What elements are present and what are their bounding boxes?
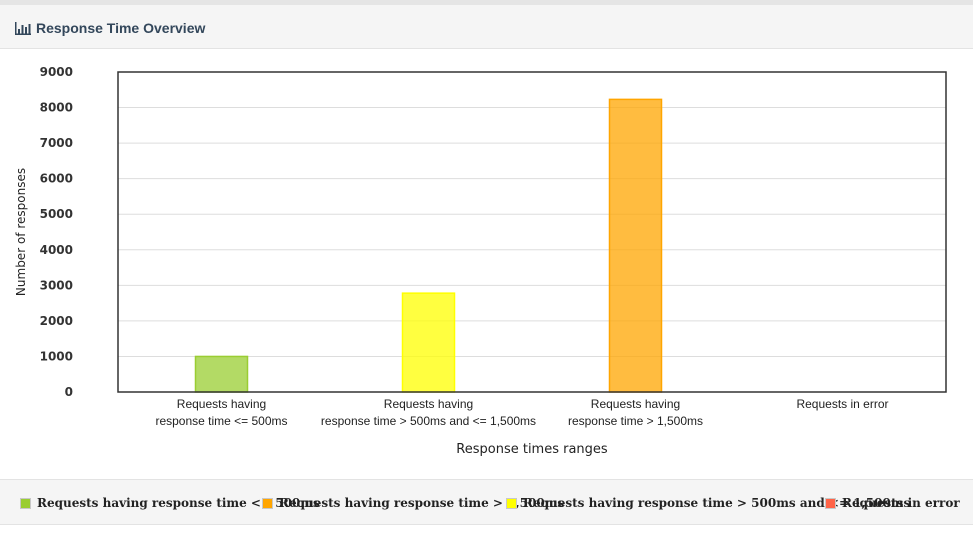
- x-tick-label: Requests having: [177, 397, 266, 411]
- y-tick-label: 0: [65, 385, 73, 399]
- legend-item[interactable]: Requests having response time > 500ms an…: [506, 495, 910, 511]
- legend-label: Requests having response time <= 500ms: [37, 496, 320, 510]
- legend-swatch: [20, 497, 31, 509]
- x-tick-label: Requests in error: [796, 397, 888, 411]
- legend-swatch: [825, 497, 836, 509]
- bar[interactable]: [608, 98, 663, 393]
- legend-item[interactable]: Requests having response time > 1,500ms: [262, 495, 564, 511]
- y-tick-label: 5000: [40, 207, 73, 221]
- y-axis-label: Number of responses: [14, 168, 28, 296]
- legend-label: Requests in error: [842, 496, 960, 510]
- y-tick-label: 8000: [40, 101, 73, 115]
- x-tick-label: Requests having: [591, 397, 680, 411]
- y-tick-label: 9000: [40, 65, 73, 79]
- plot-frame: [117, 71, 947, 393]
- legend-item[interactable]: Requests in error: [825, 495, 960, 511]
- legend-label: Requests having response time > 1,500ms: [279, 496, 565, 510]
- response-time-chart: 0 1000 2000 3000 4000 5000 6000 7000 8000 9000 Re…: [14, 65, 947, 457]
- chart-area: 0 1000 2000 3000 4000 5000 6000 7000 8000 9000 Re…: [0, 50, 973, 478]
- y-tick-label: 2000: [40, 314, 73, 328]
- x-tick-label: response time <= 500ms: [155, 414, 287, 428]
- bar[interactable]: [194, 355, 249, 393]
- legend-swatch: [506, 497, 517, 509]
- y-tick-label: 1000: [40, 349, 73, 363]
- legend-swatch: [262, 497, 273, 509]
- y-tick-label: 3000: [40, 278, 73, 292]
- legend-item[interactable]: Requests having response time <= 500ms: [20, 495, 320, 511]
- x-tick-label: response time > 500ms and <= 1,500ms: [321, 414, 536, 428]
- y-tick-label: 6000: [40, 172, 73, 186]
- x-axis-label: Response times ranges: [456, 442, 608, 457]
- legend: Requests having response time <= 500ms R…: [0, 479, 973, 525]
- y-tick-label: 4000: [40, 243, 73, 257]
- bar[interactable]: [401, 292, 456, 393]
- x-tick-label: Requests having: [384, 397, 473, 411]
- bar-chart-icon: [15, 22, 31, 35]
- legend-label: Requests having response time > 500ms an…: [523, 496, 911, 510]
- top-strip: [0, 0, 973, 5]
- x-tick-label: response time > 1,500ms: [568, 414, 703, 428]
- y-tick-label: 7000: [40, 136, 73, 150]
- panel-title: Response Time Overview: [36, 20, 206, 36]
- panel-heading: Response Time Overview: [0, 5, 973, 49]
